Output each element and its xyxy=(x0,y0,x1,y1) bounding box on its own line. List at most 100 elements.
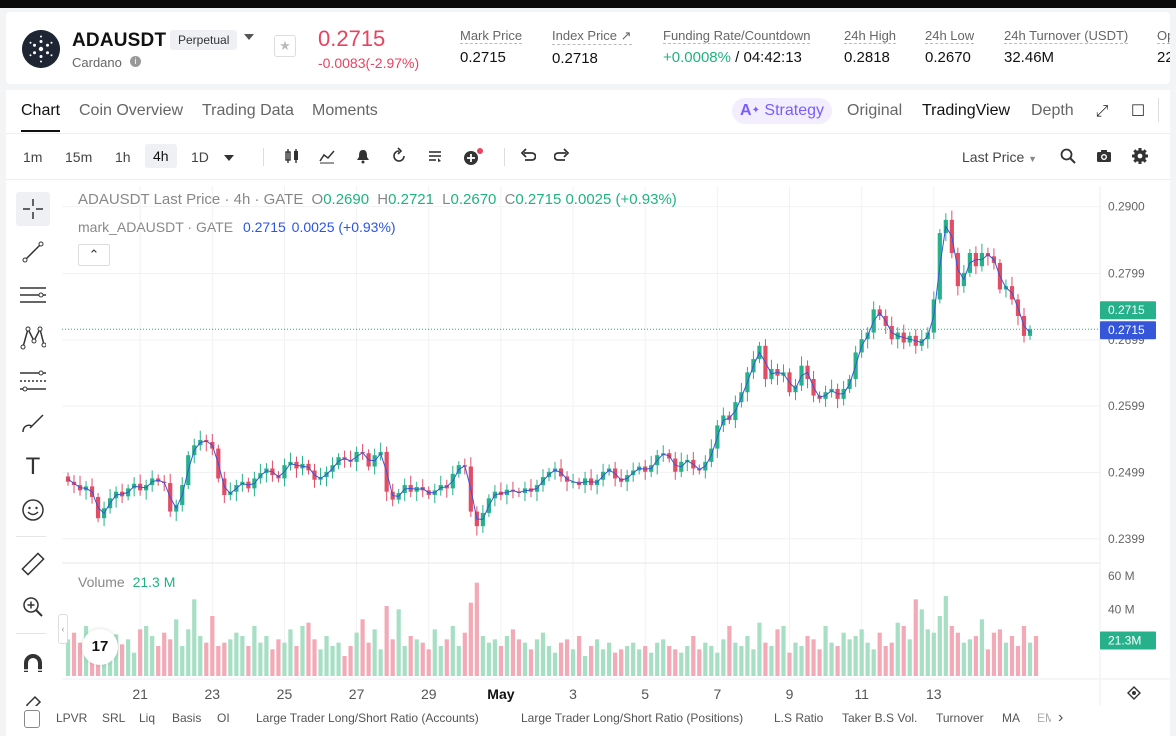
ruler-tool-icon[interactable] xyxy=(16,547,50,581)
tab-trading-data[interactable]: Trading Data xyxy=(202,102,294,119)
last-price-label: 0.2715 xyxy=(1108,303,1145,317)
info-icon[interactable]: i xyxy=(130,56,141,67)
timeframe-1d[interactable]: 1D xyxy=(191,149,209,165)
candle-type-icon[interactable] xyxy=(282,147,302,167)
time-tick-label: 3 xyxy=(569,686,577,702)
volume-bar xyxy=(216,646,221,676)
replay-icon[interactable] xyxy=(389,147,409,167)
calendar-icon[interactable] xyxy=(24,710,40,728)
volume-bar xyxy=(979,619,985,676)
volume-bar xyxy=(240,636,245,676)
indicator-liq[interactable]: Liq xyxy=(139,711,156,725)
scroll-left-handle[interactable]: ‹ xyxy=(58,614,68,644)
horizontal-lines-tool-icon[interactable] xyxy=(16,278,50,312)
volume-bar xyxy=(907,639,912,676)
timeframe-1h[interactable]: 1h xyxy=(115,149,131,165)
stat-value: 22 xyxy=(1157,49,1170,66)
pattern-tool-icon[interactable] xyxy=(16,321,50,355)
tab-depth[interactable]: Depth xyxy=(1031,102,1074,119)
search-icon[interactable] xyxy=(1058,147,1078,167)
volume-bar xyxy=(883,646,888,676)
tab-chart[interactable]: Chart xyxy=(21,102,61,132)
timeframe-4h[interactable]: 4h xyxy=(145,144,177,168)
volume-bar xyxy=(546,646,552,676)
volume-bar xyxy=(354,632,359,676)
brush-tool-icon[interactable] xyxy=(16,407,50,441)
symbol-dropdown-icon[interactable] xyxy=(244,34,254,40)
volume-tick-label: 40 M xyxy=(1108,602,1135,616)
timeframe-dropdown-icon[interactable] xyxy=(224,155,234,161)
camera-icon[interactable] xyxy=(1094,147,1114,167)
volume-bar xyxy=(853,636,858,676)
tab-original[interactable]: Original xyxy=(847,102,903,119)
magnet-icon[interactable] xyxy=(16,647,50,681)
indicator-taker-bs-vol[interactable]: Taker B.S Vol. xyxy=(842,711,918,725)
stat-index-price[interactable]: Index Price ↗ 0.2718 xyxy=(552,28,632,67)
volume-bar xyxy=(390,639,395,676)
indicators-icon[interactable] xyxy=(317,147,337,167)
settings-gear-icon[interactable] xyxy=(1130,147,1150,167)
indicator-oi[interactable]: OI xyxy=(217,711,230,725)
zoom-in-icon[interactable] xyxy=(16,590,50,624)
template-icon[interactable] xyxy=(425,147,445,167)
emoji-tool-icon[interactable] xyxy=(16,493,50,527)
strategy-button[interactable]: A✦ Strategy xyxy=(732,98,832,124)
tradingview-logo-icon[interactable]: 17 xyxy=(82,629,118,665)
tab-tradingview[interactable]: TradingView xyxy=(922,102,1011,119)
candles: 0.2715 0.2715 21.3M xyxy=(62,210,1156,650)
volume-bar xyxy=(576,636,582,676)
top-edge xyxy=(0,0,1176,8)
indicator-basis[interactable]: Basis xyxy=(172,711,202,725)
indicator-ls-ratio[interactable]: L.S Ratio xyxy=(774,711,824,725)
add-indicator-icon[interactable] xyxy=(462,147,483,167)
indicator-srl[interactable]: SRL xyxy=(102,711,126,725)
stat-value: 0.2718 xyxy=(552,50,598,67)
timeframe-1m[interactable]: 1m xyxy=(23,149,43,165)
window-icon[interactable]: ☐ xyxy=(1130,103,1146,120)
ai-icon: A xyxy=(740,102,752,119)
timeframe-15m[interactable]: 15m xyxy=(65,149,93,165)
alert-icon[interactable] xyxy=(353,147,373,167)
indicator-turnover[interactable]: Turnover xyxy=(936,711,984,725)
indicator-lpvr[interactable]: LPVR xyxy=(56,711,88,725)
volume-bar xyxy=(925,629,930,676)
indicator-ltlsr-positions[interactable]: Large Trader Long/Short Ratio (Positions… xyxy=(521,711,744,725)
chevron-right-icon[interactable]: › xyxy=(1058,709,1064,726)
undo-icon[interactable] xyxy=(517,147,537,167)
redo-icon[interactable] xyxy=(553,147,573,167)
volume-bar xyxy=(132,652,137,676)
price-type-select[interactable]: Last Price ▼ xyxy=(962,149,1037,165)
expand-icon[interactable]: ⤢ xyxy=(1095,103,1109,120)
symbol-name[interactable]: ADAUSDT xyxy=(72,30,167,51)
tab-moments[interactable]: Moments xyxy=(312,102,378,119)
collapse-legend-button[interactable]: ⌃ xyxy=(78,244,110,266)
chart-area[interactable]: 0.2900 0.2799 0.2699 0.2599 0.2499 0.2399 60 M… xyxy=(58,186,1170,706)
volume-bar xyxy=(757,622,762,676)
indicator-ema[interactable]: EMA xyxy=(1037,711,1051,725)
text-tool-icon[interactable]: T xyxy=(25,453,41,480)
volume-bar xyxy=(955,632,960,676)
legend-close-label: C xyxy=(504,191,516,208)
trend-line-tool-icon[interactable] xyxy=(16,235,50,269)
indicator-ma[interactable]: MA xyxy=(1002,711,1020,725)
volume-bar xyxy=(432,629,437,676)
stat-label: 24h Low xyxy=(925,28,975,44)
fib-tool-icon[interactable] xyxy=(16,364,50,398)
volume-bar xyxy=(138,629,143,676)
tab-coin-overview[interactable]: Coin Overview xyxy=(79,102,184,119)
panel-handle[interactable] xyxy=(1158,98,1168,122)
indicator-ltlsr-accounts[interactable]: Large Trader Long/Short Ratio (Accounts) xyxy=(256,711,479,725)
volume-bar xyxy=(540,632,546,676)
volume-bar xyxy=(486,642,491,676)
volume-bar xyxy=(1033,636,1039,676)
volume-current-label: 21.3M xyxy=(1108,634,1141,648)
volume-bar xyxy=(186,629,191,676)
volume-bar xyxy=(534,639,540,676)
favorite-star-icon[interactable]: ★ xyxy=(274,35,296,57)
price-change: -0.0083(-2.97%) xyxy=(318,55,420,71)
legend-open: 0.2690 xyxy=(323,191,370,208)
volume-bar xyxy=(643,646,648,676)
volume-bar xyxy=(781,626,786,676)
crosshair-tool-icon[interactable] xyxy=(16,192,50,226)
